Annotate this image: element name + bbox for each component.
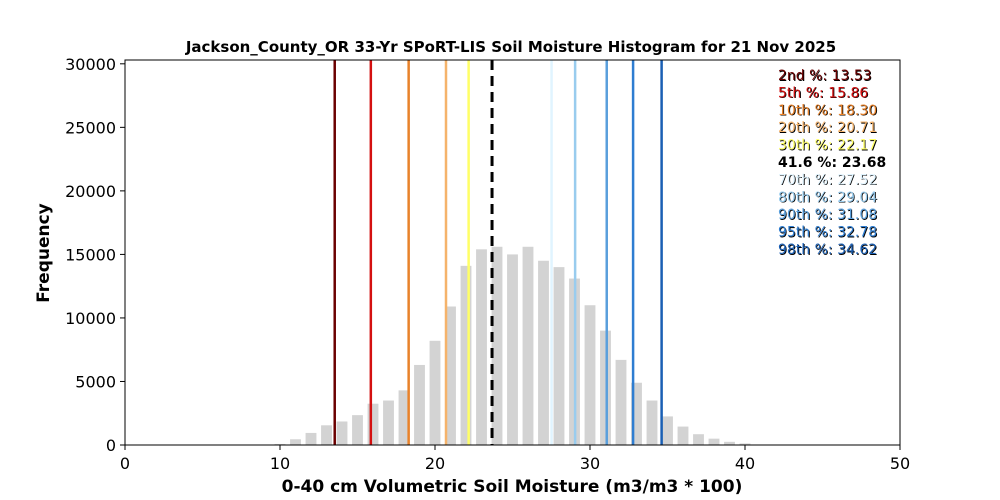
histogram-bar	[290, 439, 301, 445]
histogram-bar	[553, 267, 565, 445]
percentile-label: 20th %: 20.71	[778, 120, 877, 136]
histogram-bar	[367, 403, 379, 445]
percentile-label: 10th %: 18.30	[778, 103, 877, 119]
x-tick-label: 20	[425, 454, 445, 473]
histogram-bar	[274, 443, 286, 445]
histogram-bar	[491, 246, 503, 445]
percentile-label-shadow: 95th %: 32.78	[779, 225, 878, 241]
percentile-label-shadow: 30th %: 22.17	[779, 138, 878, 154]
percentile-label: 90th %: 31.08	[778, 207, 877, 223]
percentile-label-shadow: 80th %: 29.04	[779, 191, 878, 207]
histogram-bar	[460, 265, 472, 445]
x-tick-label: 0	[120, 454, 130, 473]
histogram-bar	[445, 306, 456, 445]
x-tick-label: 30	[580, 454, 600, 473]
y-tick-label: 20000	[65, 182, 116, 201]
histogram-bar	[429, 340, 441, 445]
y-tick-label: 10000	[65, 309, 116, 328]
percentile-label-shadow: 2nd %: 13.53	[779, 69, 873, 85]
histogram-bar	[336, 421, 348, 445]
histogram-bar	[414, 364, 425, 445]
histogram-bar	[724, 441, 735, 445]
histogram-bar	[538, 260, 549, 445]
histogram-bar	[383, 400, 394, 445]
histogram-bar	[507, 254, 518, 445]
chart-title: Jackson_County_OR 33-Yr SPoRT-LIS Soil M…	[185, 38, 836, 56]
plot-area-frame	[124, 59, 901, 446]
percentile-label-shadow: 10th %: 18.30	[779, 104, 878, 120]
percentile-label: 41.6 %: 23.68	[778, 155, 886, 171]
histogram-bar	[305, 432, 317, 445]
x-axis-title: 0-40 cm Volumetric Soil Moisture (m3/m3 …	[282, 477, 743, 497]
histogram-bar	[708, 438, 720, 445]
percentile-label-shadow: 20th %: 20.71	[779, 121, 878, 137]
x-tick-label: 40	[735, 454, 755, 473]
histogram-bar	[476, 249, 487, 445]
x-tick-label: 10	[270, 454, 290, 473]
percentile-label-shadow: 98th %: 34.62	[779, 243, 878, 259]
percentile-label: 2nd %: 13.53	[778, 68, 872, 84]
histogram-bar	[321, 425, 332, 445]
histogram-bar	[646, 400, 658, 445]
histogram-bar	[584, 305, 596, 445]
percentile-label-shadow: 5th %: 15.86	[779, 86, 869, 102]
y-axis-title: Frequency	[34, 203, 54, 303]
histogram-bar	[522, 246, 534, 445]
y-tick-label: 5000	[75, 372, 116, 391]
percentile-label: 80th %: 29.04	[778, 190, 877, 206]
percentile-label: 5th %: 15.86	[778, 85, 868, 101]
x-tick-label: 50	[890, 454, 910, 473]
percentile-lines-layer	[333, 60, 663, 445]
y-tick-label: 30000	[65, 55, 116, 74]
histogram-bar	[631, 382, 642, 445]
histogram-bar	[662, 416, 673, 445]
histogram-bar	[693, 434, 704, 445]
y-tick-label: 15000	[65, 245, 116, 264]
percentile-label-shadow: 90th %: 31.08	[779, 208, 878, 224]
bars-layer	[259, 246, 751, 445]
histogram-bar	[398, 390, 410, 445]
histogram-bar	[615, 359, 627, 445]
histogram-bar	[352, 415, 363, 445]
histogram-bar	[677, 426, 689, 445]
y-tick-label: 0	[106, 436, 116, 455]
y-axis: 0 5000 10000 15000 20000 25000 30000	[65, 55, 125, 455]
y-tick-label: 25000	[65, 118, 116, 137]
percentile-label: 98th %: 34.62	[778, 242, 877, 258]
percentile-label-shadow: 70th %: 27.52	[779, 173, 878, 189]
x-axis: 0 10 20 30 40 50	[120, 445, 910, 473]
histogram-bar	[739, 443, 751, 445]
percentile-label: 70th %: 27.52	[778, 172, 877, 188]
percentile-label: 95th %: 32.78	[778, 225, 877, 241]
percentile-label: 30th %: 22.17	[778, 138, 877, 154]
